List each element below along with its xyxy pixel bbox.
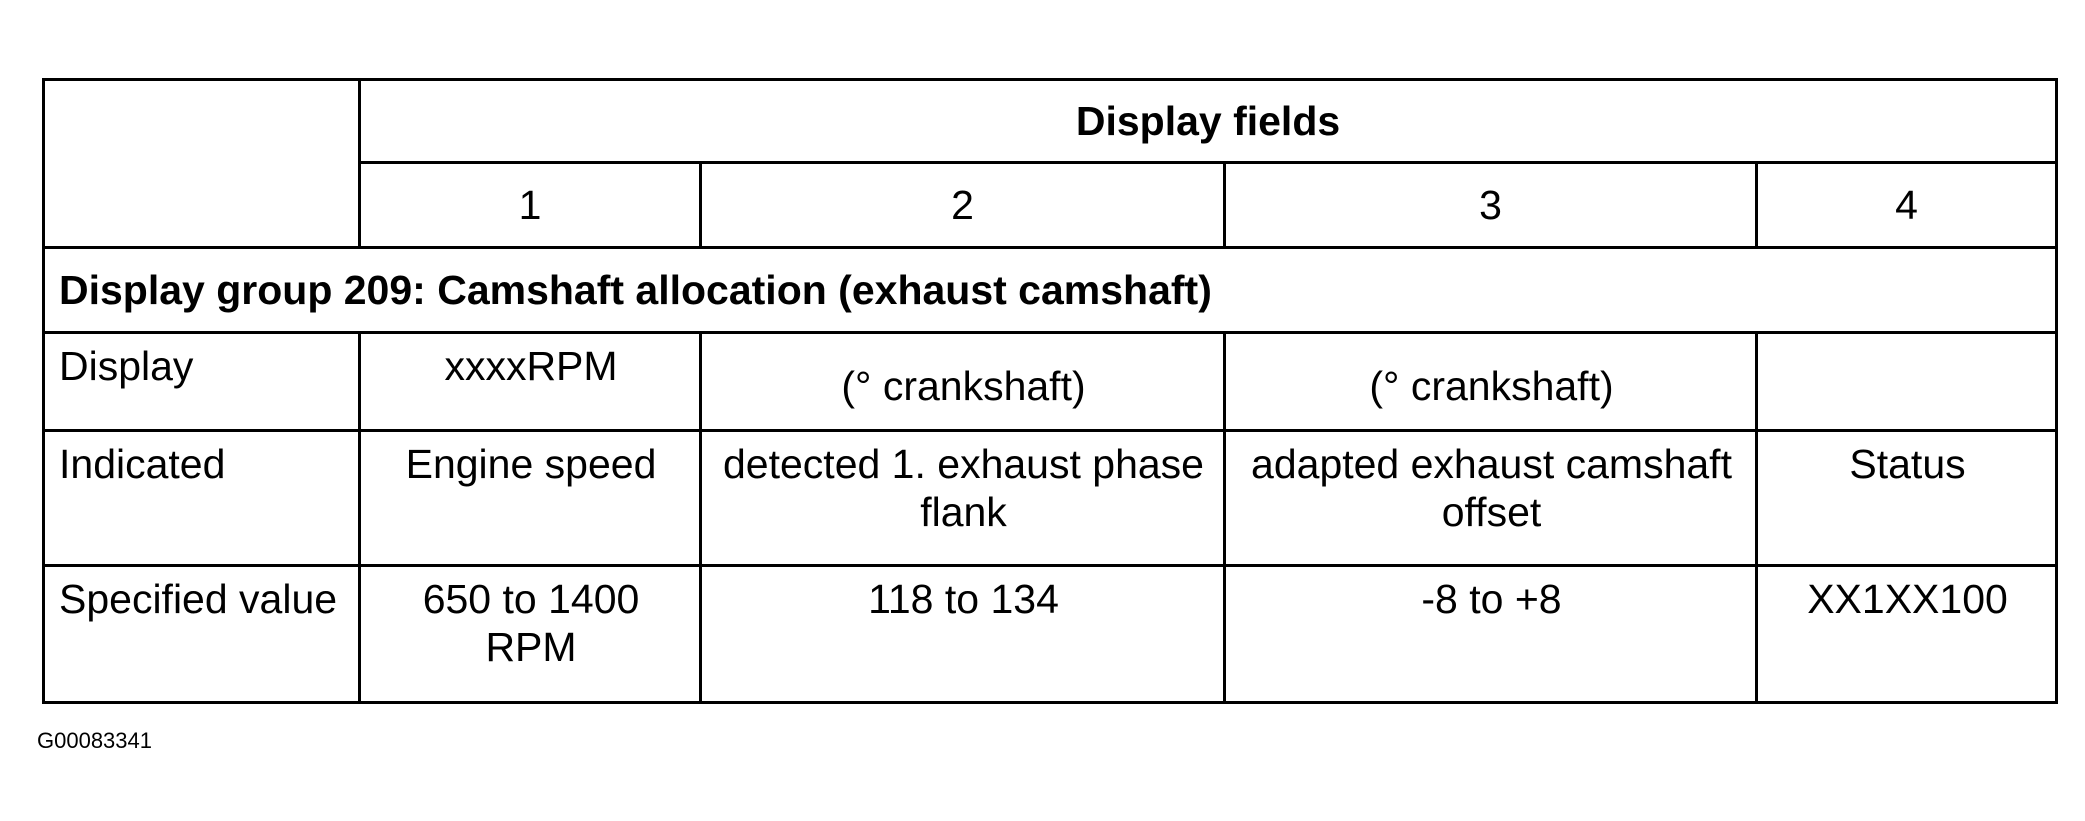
table-cell: XX1XX100 <box>1754 564 2059 704</box>
column-header-1: 1 <box>358 161 702 249</box>
display-group-table: Display fields 1 2 3 4 Display group 209… <box>41 78 2059 704</box>
table-cell: 118 to 134 <box>699 564 1226 704</box>
table-cell: adapted exhaust camshaft offset <box>1223 429 1758 567</box>
table-cell: xxxxRPM <box>358 331 702 432</box>
column-header-2: 2 <box>699 161 1226 249</box>
row-label: Indicated <box>42 429 361 567</box>
table-cell: detected 1. exhaust phase flank <box>699 429 1226 567</box>
table-cell <box>1754 331 2059 432</box>
figure-id: G00083341 <box>37 728 152 753</box>
display-fields-header: Display fields <box>357 78 2059 164</box>
table-cell: (° crankshaft) <box>1223 331 1758 432</box>
column-header-3: 3 <box>1223 161 1758 249</box>
table-cell: -8 to +8 <box>1223 564 1758 704</box>
column-header-4: 4 <box>1754 161 2059 249</box>
corner-cell <box>42 78 361 249</box>
table-cell: Status <box>1754 429 2059 567</box>
row-label: Specified value <box>42 564 361 704</box>
group-title: Display group 209: Camshaft allocation (… <box>41 246 2059 334</box>
row-label: Display <box>42 331 361 432</box>
table-cell: 650 to 1400 RPM <box>358 564 702 704</box>
table-cell: Engine speed <box>358 429 702 567</box>
table-row-specified: Specified value 650 to 1400 RPM 118 to 1… <box>42 564 2059 704</box>
table-row-display: Display xxxxRPM (° crankshaft) (° cranks… <box>42 331 2059 432</box>
table-row-indicated: Indicated Engine speed detected 1. exhau… <box>42 429 2059 567</box>
table-cell: (° crankshaft) <box>699 331 1226 432</box>
